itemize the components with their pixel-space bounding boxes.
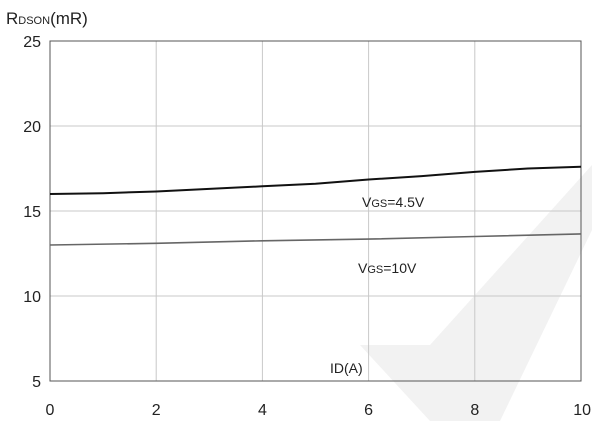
x-tick-label: 10 [573,402,591,419]
y-tick-label: 25 [23,34,41,51]
y-tick-label: 10 [23,289,41,306]
series-label-vgs-10v: VGS=10V [358,260,417,276]
x-tick-label: 0 [46,402,55,419]
y-tick-label: 20 [23,119,41,136]
grid-lines [50,41,581,381]
x-tick-label: 8 [470,402,479,419]
series-line-1 [49,233,582,246]
x-tick-label: 4 [258,402,267,419]
series-label-vgs-4-5v: VGS=4.5V [362,194,425,210]
watermark [360,165,592,421]
x-axis-title: ID(A) [330,360,363,376]
y-axis-title: RDSON(mR) [6,9,88,28]
series-line-0 [49,165,582,195]
y-tick-label: 5 [32,374,41,391]
x-tick-label: 6 [364,402,373,419]
plot-frame [49,40,582,382]
y-tick-label: 15 [23,204,41,221]
x-tick-labels: 0 2 4 6 8 10 [46,402,592,419]
x-tick-label: 2 [152,402,161,419]
y-tick-labels: 5 10 15 20 25 [23,34,41,391]
series-lines [49,165,582,246]
